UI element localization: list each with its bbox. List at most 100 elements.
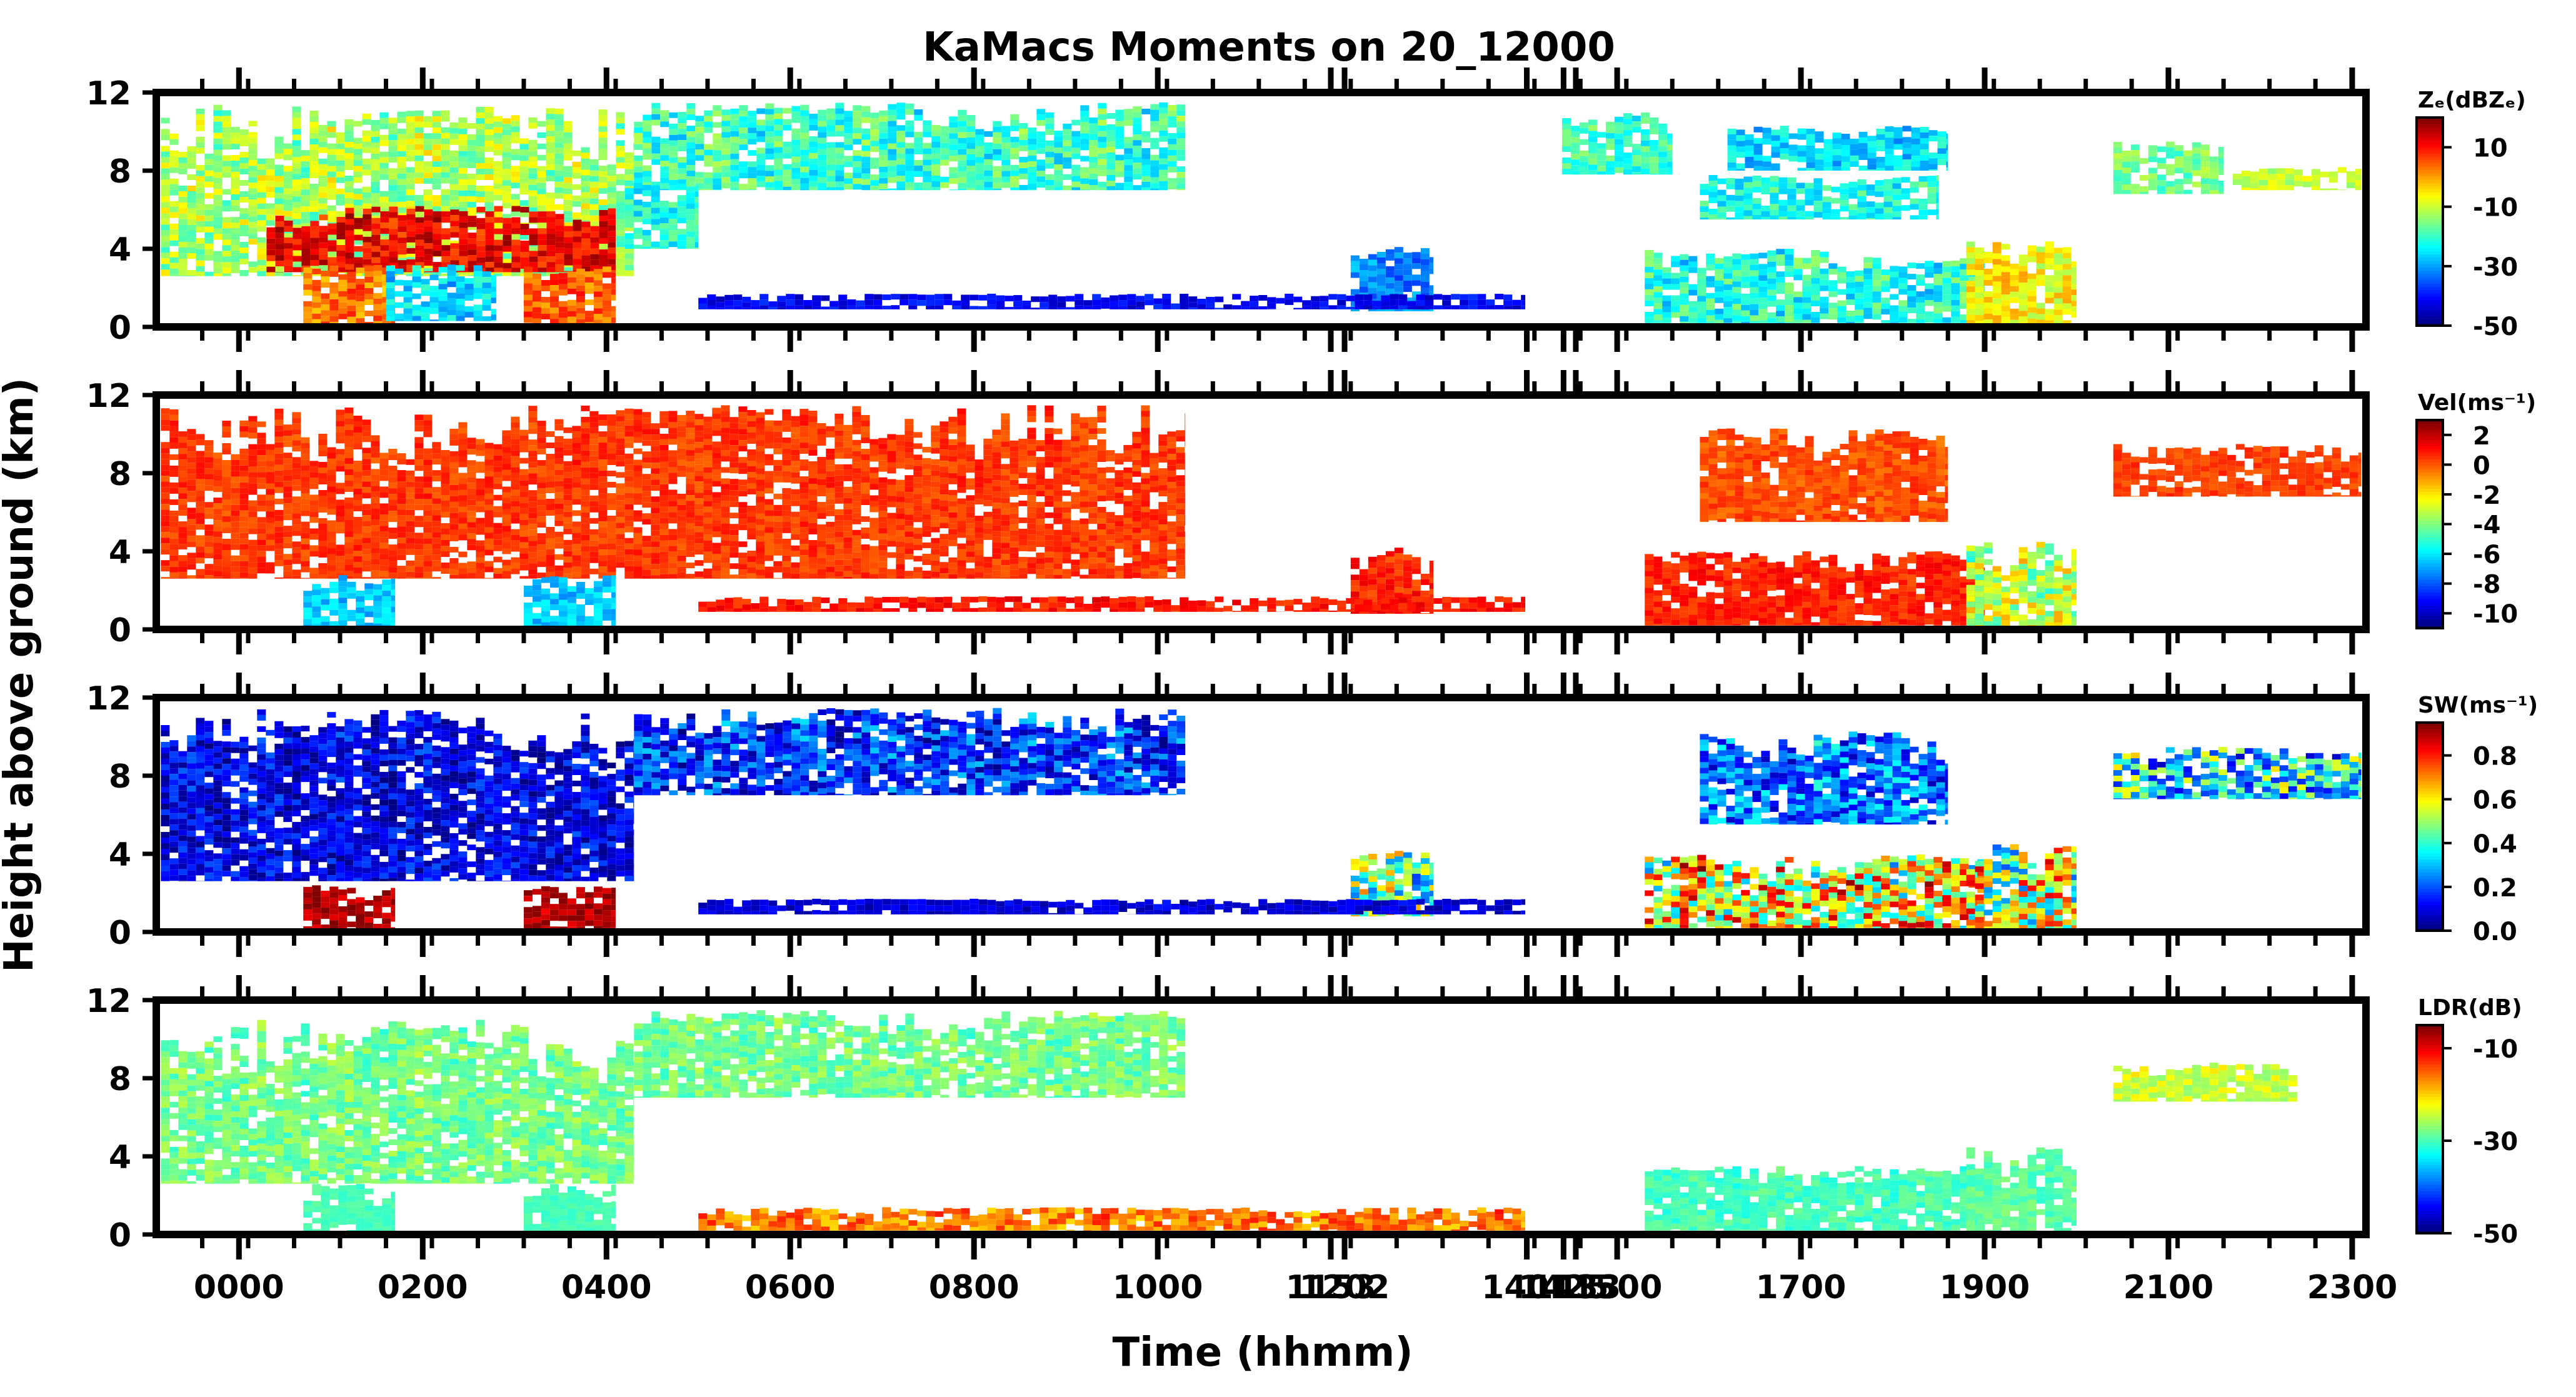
heatmap-cell <box>993 183 1002 189</box>
heatmap-cell <box>292 151 301 158</box>
heatmap-cell <box>1706 276 1715 282</box>
heatmap-cell <box>424 215 433 221</box>
heatmap-cell <box>356 279 365 285</box>
heatmap-cell <box>984 131 993 137</box>
heatmap-cell <box>1512 299 1521 306</box>
heatmap-cell <box>713 139 722 145</box>
heatmap-cell <box>1898 278 1908 284</box>
heatmap-cell <box>456 316 465 321</box>
heatmap-cell <box>379 163 389 169</box>
heatmap-cell <box>2311 169 2320 175</box>
heatmap-cell <box>2258 168 2268 174</box>
colorbar-swatch <box>2417 224 2443 229</box>
heatmap-cell <box>2027 251 2037 257</box>
heatmap-cell <box>1649 145 1658 151</box>
heatmap-cell <box>327 171 336 178</box>
heatmap-cell <box>231 572 240 578</box>
heatmap-cell <box>800 104 809 111</box>
heatmap-cell <box>1623 113 1632 119</box>
heatmap-cell <box>2062 303 2072 309</box>
heatmap-cell <box>1820 274 1829 280</box>
heatmap-cell <box>257 438 266 444</box>
heatmap-cell <box>1605 133 1615 139</box>
heatmap-cell <box>429 274 439 281</box>
heatmap-cell <box>739 184 748 190</box>
heatmap-cell <box>327 126 336 133</box>
heatmap-cell <box>537 171 546 178</box>
heatmap-cell <box>353 205 363 211</box>
heatmap-cell <box>572 173 581 179</box>
heatmap-cell <box>511 273 520 276</box>
heatmap-cell <box>485 228 494 234</box>
heatmap-cell <box>1666 139 1673 145</box>
heatmap-cell <box>484 129 494 135</box>
heatmap-cell <box>975 151 985 158</box>
heatmap-cell <box>2071 273 2077 279</box>
heatmap-cell <box>1631 149 1641 156</box>
heatmap-cell <box>1407 301 1416 307</box>
heatmap-cell <box>364 294 374 299</box>
heatmap-cell <box>668 230 678 236</box>
heatmap-cell <box>1890 311 1899 317</box>
heatmap-cell <box>1778 183 1788 189</box>
heatmap-cell <box>1063 123 1072 129</box>
heatmap-cell <box>1028 189 1037 191</box>
heatmap-cell <box>433 268 442 273</box>
heatmap-cell <box>178 482 188 488</box>
heatmap-cell <box>844 122 853 128</box>
heatmap-cell <box>1960 264 1969 270</box>
heatmap-cell <box>388 174 398 180</box>
heatmap-cell <box>309 189 319 195</box>
heatmap-cell <box>1420 248 1430 254</box>
heatmap-cell <box>660 110 669 116</box>
heatmap-cell <box>581 244 591 250</box>
heatmap-cell <box>204 468 214 474</box>
heatmap-cell <box>1925 283 1934 289</box>
heatmap-cell <box>800 144 809 150</box>
heatmap-cell <box>1715 280 1724 286</box>
heatmap-cell <box>476 191 485 197</box>
heatmap-cell <box>558 301 568 307</box>
heatmap-cell <box>748 178 757 184</box>
heatmap-cell <box>958 115 967 121</box>
heatmap-cell <box>541 314 550 319</box>
heatmap-cell <box>222 432 231 438</box>
heatmap-cell <box>485 234 494 240</box>
heatmap-cell <box>231 178 240 183</box>
heatmap-cell <box>1398 294 1408 300</box>
heatmap-cell <box>169 431 179 438</box>
heatmap-cell <box>222 466 231 471</box>
heatmap-cell <box>406 133 415 139</box>
heatmap-cell <box>2250 183 2259 189</box>
heatmap-cell <box>412 271 421 277</box>
heatmap-cell <box>870 146 880 153</box>
heatmap-cell <box>593 308 603 314</box>
heatmap-cell <box>329 288 339 294</box>
heatmap-cell <box>1168 144 1177 150</box>
heatmap-cell <box>231 200 240 206</box>
heatmap-cell <box>1708 186 1718 192</box>
heatmap-cell <box>584 283 594 289</box>
heatmap-cell <box>900 299 909 306</box>
heatmap-cell <box>406 248 416 254</box>
colorbar-swatch <box>2417 286 2443 291</box>
heatmap-cell <box>1770 187 1779 193</box>
heatmap-cell <box>573 264 582 271</box>
heatmap-cell <box>602 289 611 295</box>
heatmap-cell <box>222 488 231 494</box>
heatmap-cell <box>338 279 348 286</box>
heatmap-cell <box>519 149 529 156</box>
heatmap-cell <box>730 108 739 114</box>
heatmap-cell <box>905 159 915 166</box>
heatmap-cell <box>464 306 474 312</box>
heatmap-cell <box>888 138 897 144</box>
heatmap-cell <box>363 259 372 265</box>
heatmap-cell <box>812 301 821 307</box>
heatmap-cell <box>1780 148 1789 154</box>
heatmap-cell <box>301 206 310 213</box>
heatmap-cell <box>2062 247 2072 253</box>
heatmap-cell <box>549 308 559 314</box>
heatmap-cell <box>818 149 827 155</box>
heatmap-cell <box>248 466 258 473</box>
heatmap-cell <box>1080 189 1090 191</box>
